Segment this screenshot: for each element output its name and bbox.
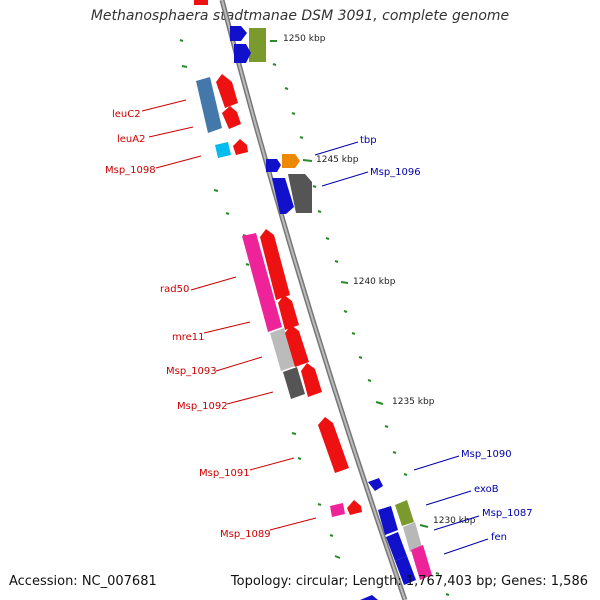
kbp-1240: 1240 kbp: [353, 277, 396, 287]
gene-olive-top[interactable]: [249, 28, 266, 62]
gene-msp1089[interactable]: [330, 503, 345, 517]
label-msp1093[interactable]: Msp_1093: [166, 366, 217, 377]
kbp-1235: 1235 kbp: [392, 397, 435, 407]
label-msp1087[interactable]: Msp_1087: [482, 508, 533, 519]
gene-leua2[interactable]: [222, 106, 241, 129]
left-labels: leuC2 leuA2 Msp_1098 rad50 mre11 Msp_109…: [105, 99, 317, 540]
gene-rad50[interactable]: [242, 233, 282, 332]
kbp-ticks: 1250 kbp 1245 kbp 1240 kbp 1235 kbp 1230…: [283, 34, 476, 526]
label-msp1098[interactable]: Msp_1098: [105, 165, 156, 176]
gene-msp1092[interactable]: [283, 367, 305, 399]
label-leuc2[interactable]: leuC2: [112, 109, 141, 120]
gene-tbp[interactable]: [282, 154, 300, 168]
right-labels: tbp Msp_1096 Msp_1090 exoB Msp_1087 fen: [314, 135, 533, 555]
kbp-1230: 1230 kbp: [433, 516, 476, 526]
gene-msp1098[interactable]: [215, 142, 231, 158]
label-rad50[interactable]: rad50: [160, 284, 189, 295]
reverse-genes: [194, 0, 362, 517]
outer-tick-marks: [270, 40, 450, 596]
gene-red-d[interactable]: [285, 325, 309, 367]
gene-msp1091[interactable]: [318, 417, 349, 473]
gene-red-c[interactable]: [260, 229, 290, 300]
label-leua2[interactable]: leuA2: [117, 134, 145, 145]
label-msp1096[interactable]: Msp_1096: [370, 167, 421, 178]
gene-msp1090[interactable]: [368, 478, 383, 491]
gene-red-top[interactable]: [194, 0, 208, 5]
forward-genes: [230, 26, 432, 600]
genome-backbone: [219, 0, 408, 600]
gene-blue-top2[interactable]: [234, 44, 251, 63]
gene-red-f[interactable]: [347, 500, 362, 515]
label-msp1092[interactable]: Msp_1092: [177, 401, 228, 412]
gene-exob[interactable]: [395, 500, 414, 526]
gene-blue-low2[interactable]: [386, 532, 407, 561]
gene-red-a[interactable]: [216, 74, 238, 108]
gene-blue-mid[interactable]: [272, 178, 294, 214]
gene-msp1096[interactable]: [288, 174, 312, 213]
gene-red-e[interactable]: [301, 363, 322, 397]
accession-text: Accession: NC_007681: [9, 574, 157, 589]
gene-msp1093[interactable]: [270, 328, 295, 371]
map-title: Methanosphaera stadtmanae DSM 3091, comp…: [90, 8, 510, 24]
gene-blue-low3[interactable]: [395, 556, 416, 585]
kbp-1245: 1245 kbp: [316, 155, 359, 165]
gene-red-b[interactable]: [233, 139, 248, 155]
genome-summary-text: Topology: circular; Length: 1,767,403 bp…: [230, 574, 588, 589]
gene-blue-small[interactable]: [266, 159, 281, 172]
label-msp1091[interactable]: Msp_1091: [199, 468, 250, 479]
gene-blue-low1[interactable]: [378, 506, 398, 535]
label-mre11[interactable]: mre11: [172, 332, 205, 343]
label-msp1090[interactable]: Msp_1090: [461, 449, 512, 460]
kbp-1250: 1250 kbp: [283, 34, 326, 44]
label-exob[interactable]: exoB: [474, 484, 499, 495]
label-tbp[interactable]: tbp: [360, 135, 377, 146]
gene-blue-top1[interactable]: [230, 26, 247, 41]
gene-msp1087[interactable]: [403, 522, 422, 552]
gene-fen[interactable]: [411, 545, 432, 580]
label-fen[interactable]: fen: [491, 532, 507, 543]
gene-mre11[interactable]: [278, 295, 299, 330]
gene-blue-bottom[interactable]: [360, 595, 378, 600]
label-msp1089[interactable]: Msp_1089: [220, 529, 271, 540]
gene-leuc2[interactable]: [196, 77, 222, 133]
